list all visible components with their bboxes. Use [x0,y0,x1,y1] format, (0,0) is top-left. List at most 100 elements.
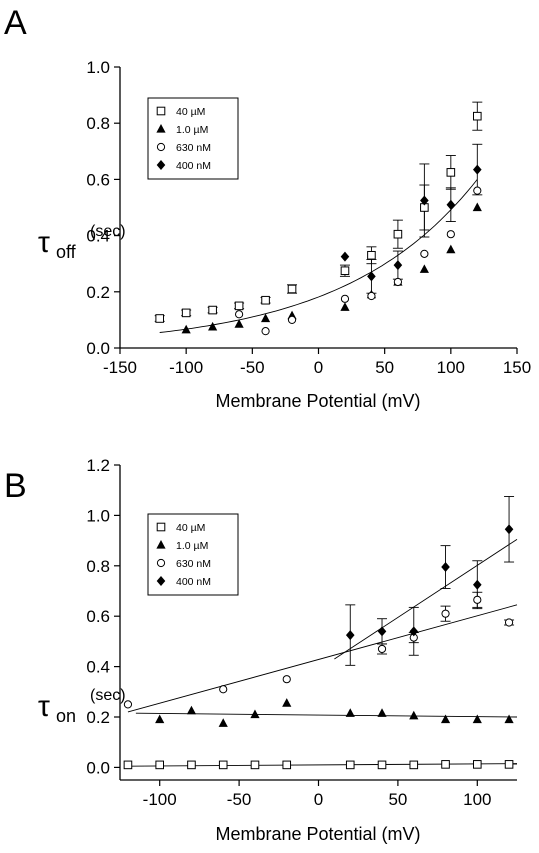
panel-b-fit-line [127,604,518,713]
panel-a-legend-marker [156,106,166,116]
panel-b-point-filled-triangle [345,708,355,717]
panel-b-point-open-square [504,760,514,769]
panel-a-point-open-circle [446,230,455,239]
panel-b-x-tick-label: 50 [388,790,407,809]
panel-a-point-open-square [208,305,217,315]
panel-a-point-filled-diamond [446,199,456,210]
panel-a-x-tick-label: 50 [375,358,394,377]
panel-b-point-open-circle [282,675,291,684]
panel-b-ylabel-unit: (sec) [90,687,126,704]
panel-a-y-tick-label: 0.0 [86,339,110,358]
panel-b-point-filled-triangle [504,714,514,724]
panel-b-point-filled-triangle [377,708,387,717]
panel-a-point-open-circle [473,186,482,195]
panel-a-y-tick-label: 0.8 [86,114,110,133]
panel-a-ylabel-symbol: τ [38,226,50,259]
panel-b-y-tick-label: 0.8 [86,557,110,576]
panel-a-point-filled-triangle [260,313,271,323]
panel-b-point-open-circle [377,644,387,654]
panel-a-x-tick-label: 150 [503,358,531,377]
panel-a-point-filled-diamond [473,164,482,175]
panel-b-point-filled-triangle [440,714,451,724]
panel-a-y-tick-label: 0.6 [86,170,110,189]
panel-a: A τ off (sec) Membrane Potential (mV) 0.… [4,4,531,411]
panel-b-point-filled-triangle [472,714,482,724]
panel-b-y-tick-label: 0.4 [86,658,110,677]
panel-a-x-tick-label: 100 [437,358,465,377]
panel-b-point-filled-diamond [377,626,387,637]
panel-a-ylabel-subscript: off [56,242,77,262]
panel-a-point-open-square [446,168,456,177]
panel-a-point-open-circle [340,294,350,303]
panel-b-fit-line [135,712,518,718]
panel-b-point-open-square [250,760,260,770]
panel-a-point-open-circle [287,315,297,324]
panel-b-legend-label: 630 nM [176,558,211,570]
panel-a-y-tick-label: 0.2 [86,283,110,302]
panel-b-ylabel-symbol: τ [38,690,50,723]
panel-a-fit-curve [159,179,478,333]
panel-a-point-open-circle [235,310,244,319]
panel-b-x-tick-label: -100 [143,790,177,809]
panel-a-y-axis-title: τ off (sec) [38,223,126,262]
panel-a-point-filled-triangle [472,202,482,212]
panel-a-x-axis-title: Membrane Potential (mV) [215,391,420,411]
panel-b-point-open-circle [219,685,228,694]
panel-b-fit-line [127,763,518,767]
panel-a-point-open-square [473,111,482,121]
panel-b-point-open-square [441,760,450,769]
panel-b-point-filled-triangle [155,714,165,724]
panel-a-point-filled-triangle [419,264,429,273]
panel-b-point-open-square [377,760,387,770]
panel-a-legend-marker [156,124,166,133]
panel-a-point-open-circle [261,327,270,336]
panel-b-x-tick-label: 0 [314,790,323,809]
panel-a-point-open-circle [367,291,376,301]
panel-b-point-open-square [187,760,196,770]
panel-b-point-filled-triangle [282,698,292,707]
panel-b-point-open-square [345,760,355,770]
panel-b-legend-marker [156,540,166,549]
panel-b-point-open-square [282,760,292,770]
panel-a-legend-label: 40 µM [176,106,205,118]
panel-b-point-filled-triangle [409,710,419,720]
panel-b-point-filled-diamond [409,626,419,637]
panel-b-point-filled-triangle [186,705,197,715]
panel-b-fit-line [334,538,518,660]
panel-b-legend-marker [156,576,166,586]
panel-a-y-tick-label: 1.0 [86,58,110,77]
panel-b-y-tick-label: 1.0 [86,506,110,525]
panel-b: B τ on (sec) Membrane Potential (mV) 0.0… [4,456,518,844]
panel-b-point-open-circle [123,700,133,709]
panel-a-label: A [4,4,27,42]
panel-a-legend-marker [156,142,166,152]
panel-a-point-open-square [367,250,376,260]
panel-a-point-open-square [261,295,270,305]
panel-a-point-open-square [181,308,191,318]
panel-b-point-open-circle [504,618,514,627]
panel-a-y-tick-label: 0.4 [86,227,110,246]
panel-a-point-open-square [340,266,350,276]
panel-b-y-tick-label: 0.2 [86,708,110,727]
panel-b-legend-label: 400 nM [176,576,211,588]
panel-a-point-filled-diamond [340,251,350,262]
panel-b-point-filled-triangle [250,709,260,719]
panel-b-x-axis-title: Membrane Potential (mV) [215,824,420,844]
panel-a-x-tick-label: 0 [314,358,323,377]
panel-a-point-open-circle [420,249,429,258]
panel-b-point-open-square [473,760,482,769]
panel-a-point-filled-diamond [393,260,403,271]
panel-b-y-tick-label: 0.0 [86,758,110,777]
panel-a-point-filled-triangle [340,302,350,311]
panel-a-point-filled-triangle [446,244,456,254]
panel-b-ylabel-subscript: on [56,706,76,726]
panel-a-point-open-square [234,301,244,311]
panel-b-point-open-square [218,760,228,770]
panel-b-point-filled-diamond [441,562,450,573]
panel-b-legend-marker [156,558,166,568]
panel-b-point-filled-triangle [218,718,228,727]
panel-b-point-open-square [123,760,133,770]
panel-a-point-filled-diamond [367,271,376,282]
panel-a-legend-label: 630 nM [176,142,211,154]
